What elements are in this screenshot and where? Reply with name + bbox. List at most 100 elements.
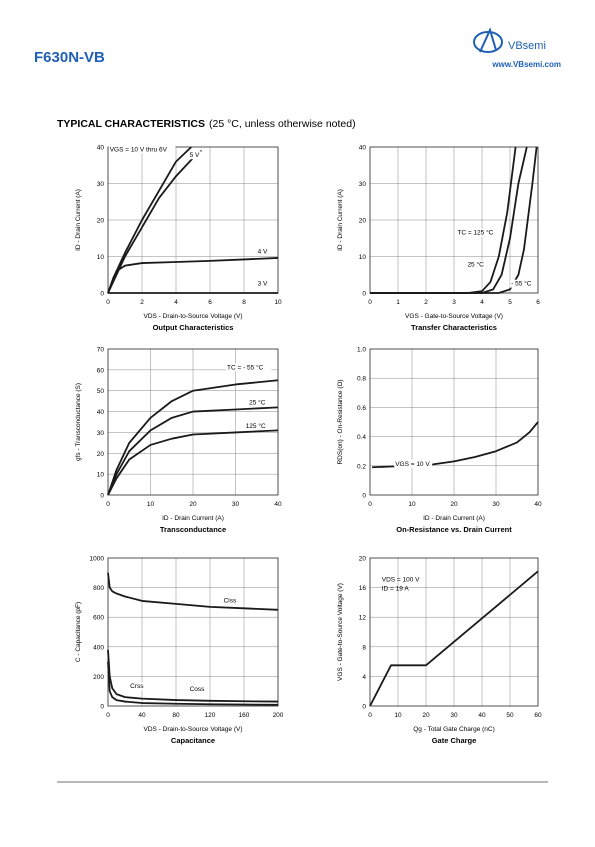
y-tick-label: 1.0: [357, 347, 366, 354]
plot-frame: [107, 348, 279, 496]
label-bg: [226, 363, 272, 372]
label-bg: [256, 279, 270, 288]
chart-title: Transconductance: [160, 525, 226, 534]
y-tick-label: 30: [359, 181, 367, 188]
x-tick-label: 50: [506, 712, 514, 719]
x-tick-label: 2: [140, 299, 144, 306]
chart-title: Transfer Characteristics: [411, 323, 497, 332]
label-bg: [129, 682, 146, 691]
series-label: - 55 °C: [511, 280, 532, 288]
logo: [473, 27, 503, 53]
y-tick-label: 4: [362, 674, 366, 681]
curve: [107, 429, 279, 496]
x-tick-label: 200: [273, 712, 284, 719]
curve: [370, 146, 538, 294]
x-tick-label: 30: [450, 712, 458, 719]
y-tick-label: 800: [93, 585, 104, 592]
website: www.VBsemi.com: [491, 60, 561, 69]
series-label: 5 V: [190, 152, 200, 159]
y-tick-label: 30: [97, 430, 105, 437]
x-tick-label: 40: [138, 712, 146, 719]
label-bg: [394, 459, 433, 468]
series-label: TC = - 55 °C: [227, 363, 264, 371]
y-tick-label: 200: [93, 674, 104, 681]
y-tick-label: 400: [93, 644, 104, 651]
y-tick-label: 30: [97, 181, 105, 188]
label-bg: [244, 421, 269, 430]
x-tick-label: 2: [424, 299, 428, 306]
series-label: VGS = 10 V: [395, 461, 430, 468]
section-title-main: TYPICAL CHARACTERISTICS: [57, 118, 205, 130]
curve: [107, 406, 279, 496]
x-tick-label: 0: [368, 712, 372, 719]
series-label: Ciss: [224, 597, 237, 604]
section-note: (25 °C, unless otherwise noted): [209, 118, 356, 130]
x-axis-label: ID - Drain Current (A): [162, 515, 224, 522]
y-tick-label: 8: [362, 644, 366, 651]
y-tick-label: 10: [97, 254, 105, 261]
x-tick-label: 20: [422, 712, 430, 719]
y-axis-label: gfs - Transconductance (S): [75, 383, 82, 461]
y-tick-label: 0: [100, 704, 104, 711]
y-tick-label: 0.4: [357, 434, 366, 441]
y-tick-label: 10: [97, 472, 105, 479]
x-tick-label: 0: [368, 501, 372, 508]
y-tick-label: 0: [362, 493, 366, 500]
y-tick-label: 20: [359, 556, 367, 563]
label-bg: [222, 596, 239, 605]
plot-frame: [369, 557, 539, 707]
y-tick-label: 0: [362, 291, 366, 298]
y-tick-label: 40: [359, 145, 367, 152]
curve: [107, 649, 279, 703]
x-tick-label: 8: [242, 299, 246, 306]
y-tick-label: 50: [97, 388, 105, 395]
series-label: VGS = 10 V thru 6V: [110, 146, 168, 153]
x-tick-label: 10: [408, 501, 416, 508]
y-tick-label: 10: [359, 254, 367, 261]
y-tick-label: 0: [100, 493, 104, 500]
annotation: ID = 19 A: [382, 586, 410, 593]
x-tick-label: 10: [147, 501, 155, 508]
x-tick-label: 0: [106, 299, 110, 306]
y-axis-label: C - Capacitance (pF): [75, 602, 82, 662]
y-tick-label: 0: [100, 291, 104, 298]
label-bg: [256, 247, 270, 256]
y-tick-label: 60: [97, 367, 105, 374]
y-axis-label: VGS - Gate-to-Source Voltage (V): [337, 583, 344, 681]
series-label: 25 °C: [249, 398, 266, 406]
y-tick-label: 0: [362, 704, 366, 711]
x-tick-label: 20: [189, 501, 197, 508]
series-label: 4 V: [258, 249, 268, 256]
curve: [107, 379, 279, 496]
curve: [107, 661, 279, 706]
x-tick-label: 120: [205, 712, 216, 719]
y-tick-label: 40: [97, 145, 105, 152]
x-tick-label: 40: [534, 501, 542, 508]
chart-title: Output Characteristics: [153, 323, 234, 332]
x-tick-label: 0: [106, 501, 110, 508]
x-tick-label: 3: [452, 299, 456, 306]
x-tick-label: 1: [396, 299, 400, 306]
chart-title: Gate Charge: [432, 736, 477, 745]
x-tick-label: 6: [208, 299, 212, 306]
y-tick-label: 20: [97, 218, 105, 225]
x-tick-label: 0: [368, 299, 372, 306]
series-label: 125 °C: [246, 422, 266, 430]
label-bg: [188, 151, 202, 160]
y-tick-label: 600: [93, 615, 104, 622]
y-tick-label: 0.8: [357, 376, 366, 383]
section-title: TYPICAL CHARACTERISTICS (25 °C, unless ot…: [57, 118, 356, 130]
x-tick-label: 20: [450, 501, 458, 508]
series-label: 25 °C: [467, 261, 484, 269]
series-label: 3 V: [258, 281, 268, 288]
y-tick-label: 20: [359, 218, 367, 225]
chart-title: Capacitance: [171, 736, 215, 745]
plot-frame: [107, 557, 279, 707]
x-axis-label: VDS - Drain-to-Source Voltage (V): [144, 313, 243, 320]
label-bg: [456, 228, 498, 237]
x-tick-label: 40: [478, 712, 486, 719]
y-tick-label: 1000: [90, 556, 105, 563]
y-tick-label: 70: [97, 347, 105, 354]
label-bg: [510, 279, 538, 288]
